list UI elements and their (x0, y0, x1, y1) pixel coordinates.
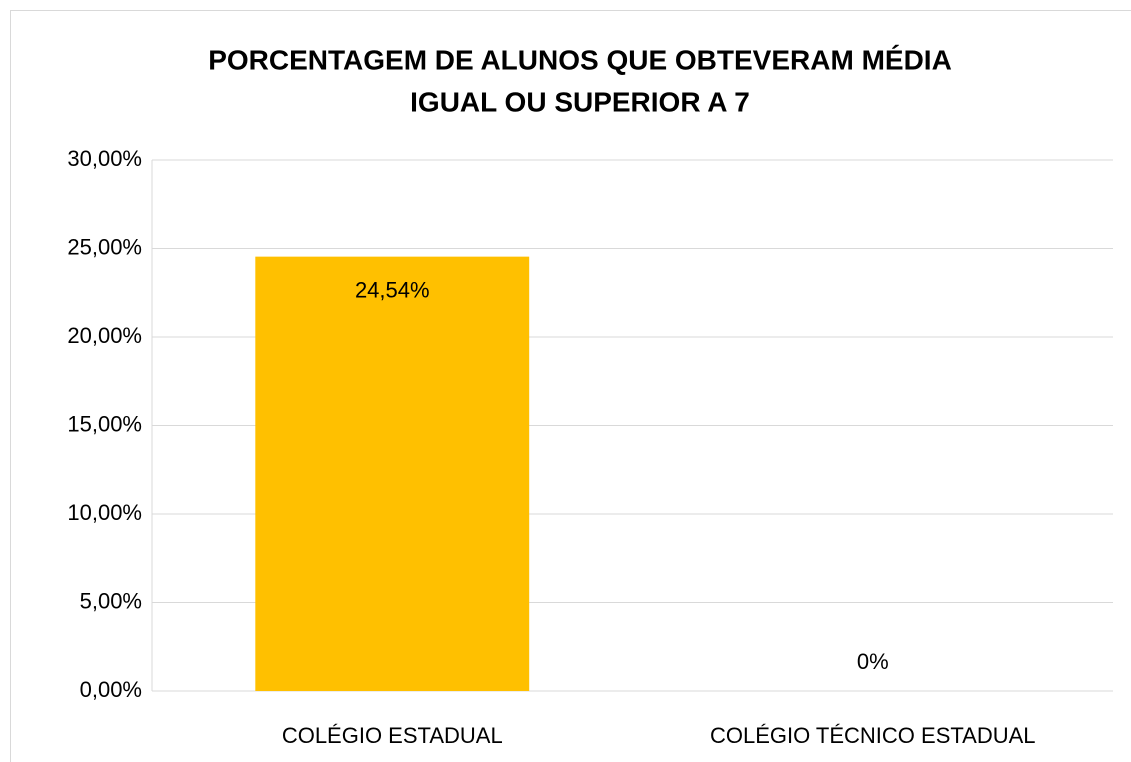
y-tick-label: 0,00% (80, 677, 142, 702)
x-tick-label: COLÉGIO TÉCNICO ESTADUAL (710, 723, 1036, 748)
chart-title: PORCENTAGEM DE ALUNOS QUE OBTEVERAM MÉDI… (208, 44, 952, 75)
chart-frame (10, 10, 1131, 762)
data-label: 24,54% (355, 277, 430, 302)
y-tick-label: 25,00% (67, 234, 142, 259)
chart-title: IGUAL OU SUPERIOR A 7 (410, 86, 750, 117)
y-tick-label: 20,00% (67, 323, 142, 348)
y-tick-label: 15,00% (67, 411, 142, 436)
y-tick-label: 5,00% (80, 588, 142, 613)
bar (255, 256, 530, 691)
y-tick-label: 10,00% (67, 500, 142, 525)
data-label: 0% (857, 649, 889, 674)
x-tick-label: COLÉGIO ESTADUAL (282, 723, 503, 748)
y-tick-label: 30,00% (67, 146, 142, 171)
